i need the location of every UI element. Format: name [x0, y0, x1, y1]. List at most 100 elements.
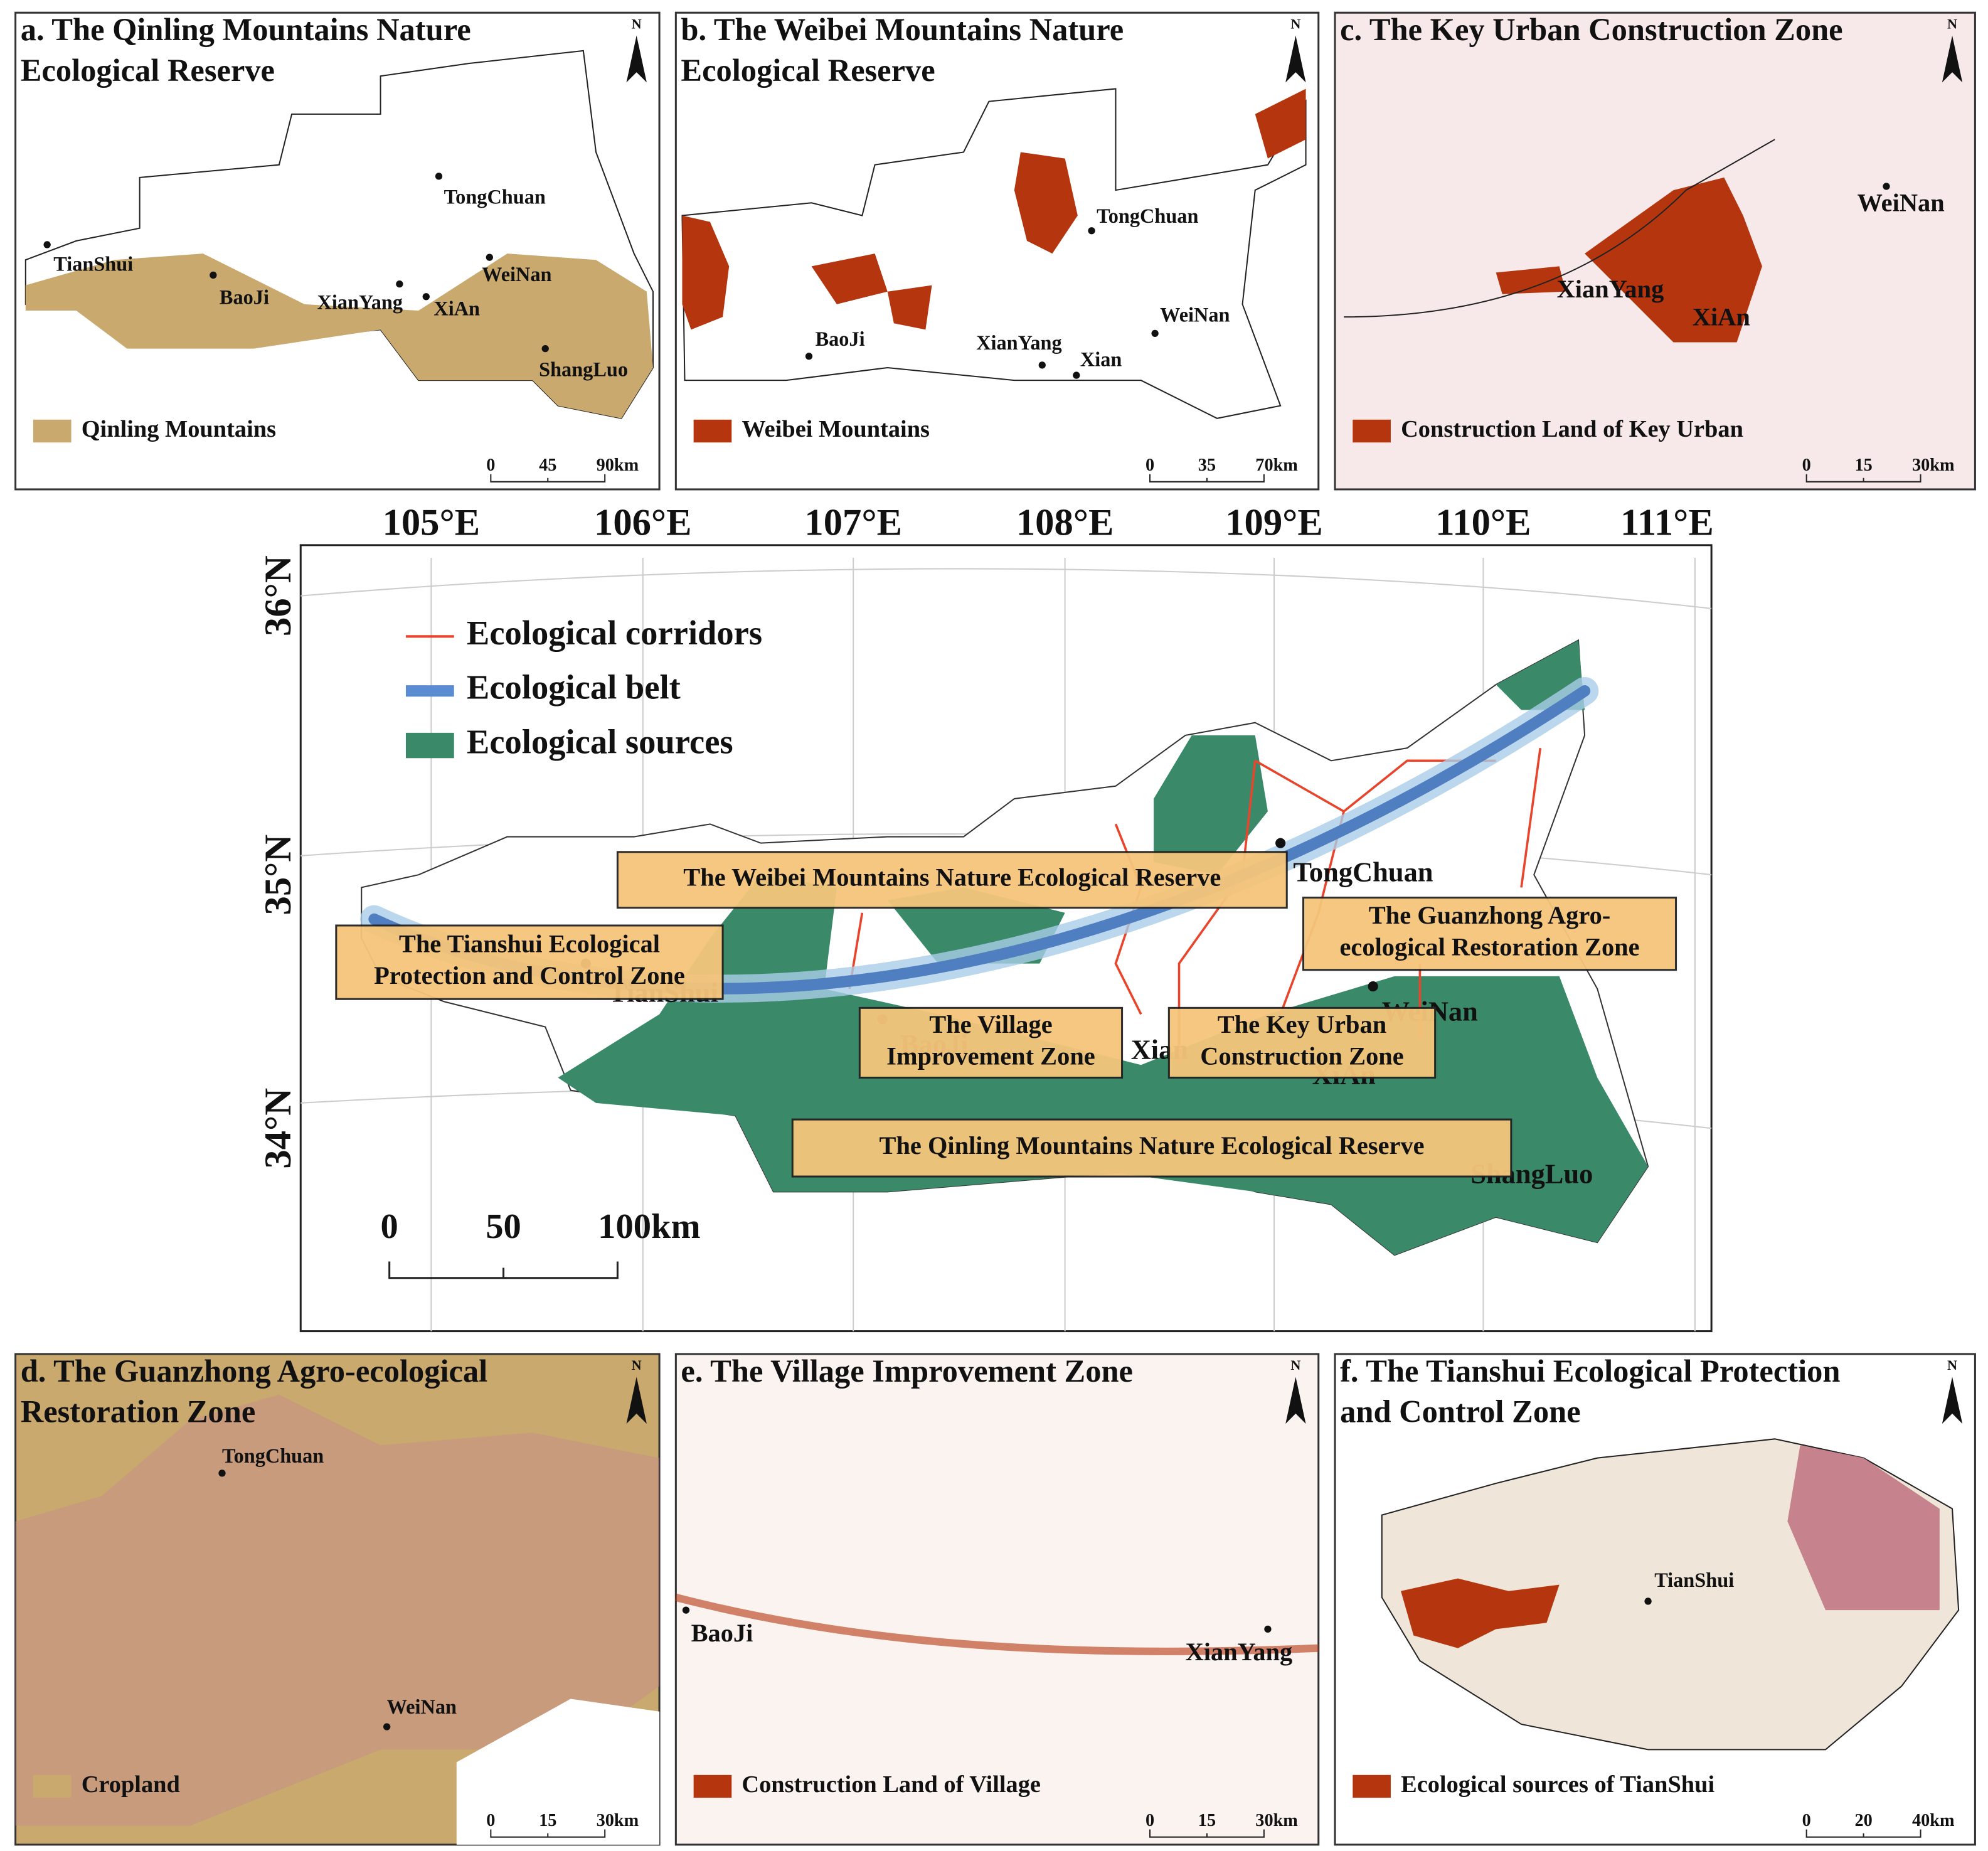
region-outline: [681, 88, 1307, 419]
urban-area: [1496, 177, 1762, 343]
place-label: XianYang: [1557, 275, 1664, 303]
legend-swatch: [1353, 419, 1391, 443]
zone-box: [335, 924, 724, 1000]
place-dot: [1151, 329, 1159, 338]
panel-title: f. The Tianshui Ecological Protection: [1340, 1353, 1840, 1389]
scale-label: 50: [486, 1207, 521, 1246]
panel-title: Ecological Reserve: [681, 53, 935, 88]
north-arrow-label: N: [1290, 16, 1300, 32]
zone-label: The Tianshui Ecological: [399, 930, 660, 958]
zone-box: [858, 1006, 1124, 1079]
place-label: BaoJi: [816, 328, 865, 350]
panel-title: a. The Qinling Mountains Nature: [21, 12, 471, 47]
zone-label: ecological Restoration Zone: [1340, 933, 1640, 961]
scale-bar: [1149, 1829, 1265, 1838]
scale-label: 0: [381, 1207, 398, 1246]
legend-label: Qinling Mountains: [82, 416, 276, 442]
scale-bar: [1805, 1829, 1922, 1838]
north-arrow-label: N: [1947, 16, 1957, 32]
weibei-area: [682, 88, 1306, 330]
longitude-label: 108°E: [1016, 501, 1114, 543]
scale-label: 20: [1854, 1811, 1872, 1830]
legend-label: Weibei Mountains: [742, 416, 930, 442]
place-dot: [210, 271, 217, 279]
place-label: WeiNan: [1160, 304, 1230, 326]
latitude-label: 36°N: [257, 555, 299, 636]
north-arrow-label: N: [632, 1357, 642, 1373]
urban-patches: [15, 1394, 660, 1826]
place-dot: [682, 1606, 690, 1614]
scale-bar: [490, 1829, 606, 1838]
zone-box: [791, 1118, 1512, 1178]
place-dot: [486, 253, 493, 261]
zone-label: Improvement Zone: [886, 1042, 1095, 1070]
panel-title: c. The Key Urban Construction Zone: [1340, 12, 1843, 47]
zone-label: The Key Urban: [1218, 1010, 1386, 1038]
scale-label: 35: [1198, 456, 1216, 475]
scale-label: 0: [1145, 456, 1154, 475]
scale-label: 90km: [597, 456, 639, 475]
zone-label: The Village: [929, 1010, 1052, 1038]
place-dot: [1088, 227, 1095, 235]
place-label: TianShui: [53, 253, 133, 275]
north-arrow: [626, 35, 647, 83]
longitude-label: 107°E: [804, 501, 902, 543]
place-label: TongChuan: [444, 186, 546, 208]
panel-title: Ecological Reserve: [21, 53, 275, 88]
panel-title: d. The Guanzhong Agro-ecological: [21, 1353, 487, 1389]
place-label: ShangLuo: [539, 358, 628, 380]
place-dot: [1644, 1598, 1652, 1605]
north-arrow-label: N: [1290, 1357, 1300, 1373]
place-dot: [805, 353, 813, 360]
place-dot: [435, 173, 443, 180]
legend-swatch: [33, 1774, 72, 1798]
legend-swatch: [693, 1774, 732, 1798]
place-label: TongChuan: [1097, 205, 1198, 227]
tianshui-urban: [1787, 1445, 1940, 1611]
longitude-label: 110°E: [1435, 501, 1531, 543]
place-dot: [43, 241, 51, 248]
place-label: XianYang: [976, 331, 1061, 354]
zone-label: Construction Zone: [1200, 1042, 1403, 1070]
place-label: TongChuan: [222, 1444, 324, 1467]
north-arrow: [626, 1377, 647, 1424]
place-label: BaoJi: [220, 285, 269, 308]
place-dot: [541, 344, 549, 353]
place-label: WeiNan: [387, 1695, 457, 1718]
legend-swatch: [33, 419, 72, 443]
panel-title: and Control Zone: [1340, 1394, 1581, 1429]
longitude-label: 109°E: [1225, 501, 1323, 543]
legend-label: Ecological sources: [467, 723, 733, 761]
non-cropland: [456, 1699, 660, 1845]
zone-label: The Guanzhong Agro-: [1369, 901, 1610, 929]
place-dot: [1038, 361, 1046, 369]
zone-label: Protection and Control Zone: [374, 961, 685, 990]
zone-label: The Qinling Mountains Nature Ecological …: [880, 1131, 1425, 1160]
qinling-area: [25, 253, 653, 419]
place-label: TongChuan: [1293, 856, 1433, 887]
legend-label: Construction Land of Village: [742, 1771, 1041, 1798]
scale-label: 0: [486, 1811, 495, 1830]
legend-label: Ecological corridors: [467, 614, 762, 652]
scale-label: 0: [1802, 456, 1811, 475]
place-label: XiAn: [1693, 302, 1750, 331]
north-arrow-label: N: [1947, 1357, 1957, 1373]
place-dot: [396, 280, 403, 288]
scale-label: 100km: [598, 1207, 700, 1246]
place-dot: [1264, 1625, 1272, 1633]
zone-box: [1302, 897, 1677, 971]
panel-title: b. The Weibei Mountains Nature: [681, 12, 1124, 47]
legend-swatch: [1353, 1774, 1391, 1798]
place-label: XianYang: [317, 291, 403, 313]
place-label: XianYang: [1186, 1638, 1293, 1666]
north-arrow: [1942, 35, 1963, 83]
place-label: WeiNan: [482, 263, 551, 285]
scale-bar: [490, 474, 606, 483]
village-belt: [674, 1594, 1319, 1656]
north-arrow-label: N: [632, 16, 642, 32]
scale-bar: [1149, 474, 1265, 483]
place-label: WeiNan: [1857, 189, 1944, 217]
scale-label: 15: [1854, 456, 1872, 475]
place-dot: [1275, 838, 1286, 848]
